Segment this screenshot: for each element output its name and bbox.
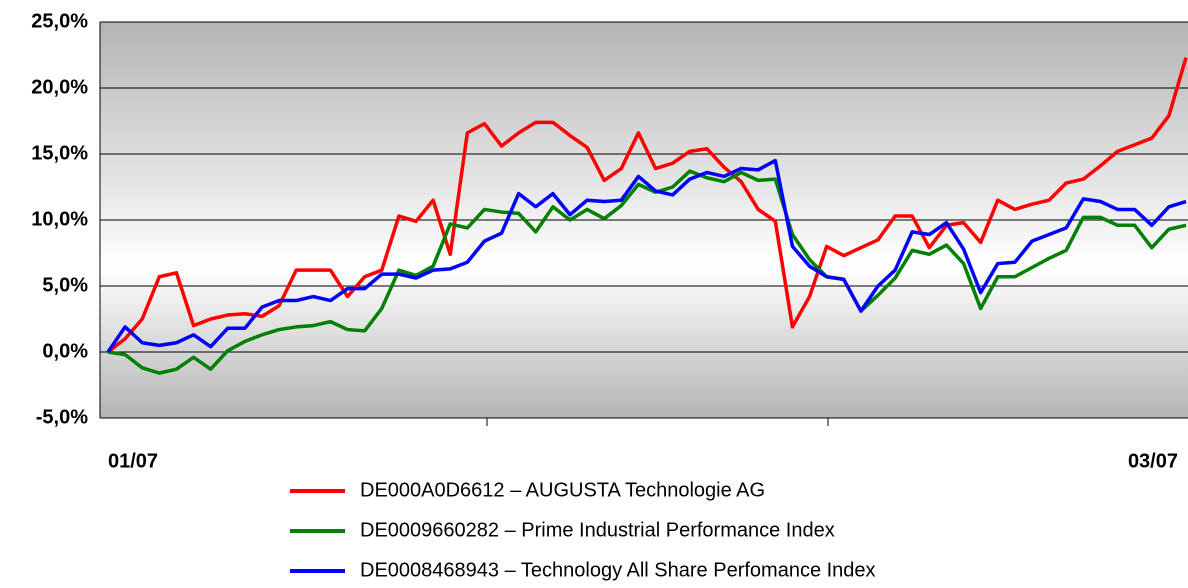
series-line [106, 158, 1187, 353]
y-tick-label: 25,0% [31, 10, 88, 32]
y-tick-label: -5,0% [36, 406, 88, 428]
series-line [107, 169, 1187, 375]
y-tick-label: 5,0% [42, 274, 88, 296]
y-tick-label: 0,0% [42, 340, 88, 362]
legend-label: DE0009660282 – Prime Industrial Performa… [360, 519, 835, 541]
legend-label: DE0008468943 – Technology All Share Perf… [360, 559, 876, 581]
legend-label: DE000A0D6612 – AUGUSTA Technologie AG [360, 479, 765, 501]
y-tick-label: 10,0% [31, 208, 88, 230]
series-line [106, 57, 1188, 354]
x-tick-label: 03/07 [1128, 450, 1178, 472]
y-tick-label: 15,0% [31, 142, 88, 164]
x-tick-label: 01/07 [108, 450, 158, 472]
y-tick-label: 20,0% [31, 76, 88, 98]
